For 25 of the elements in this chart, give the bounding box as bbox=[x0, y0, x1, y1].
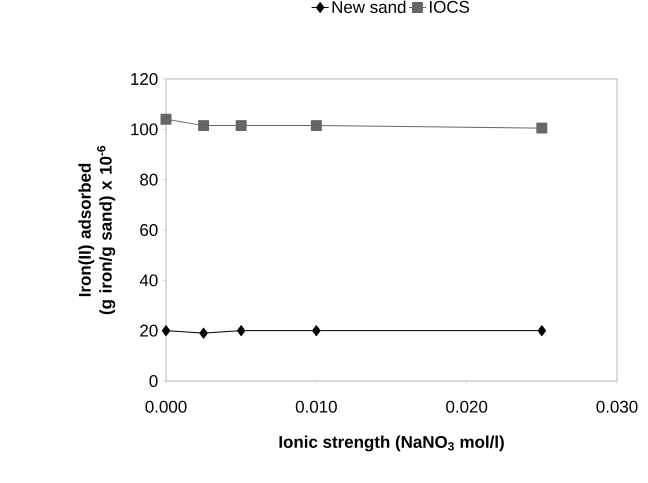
legend-label: IOCS bbox=[430, 0, 470, 13]
y-tick-label: 80 bbox=[140, 174, 158, 186]
point bbox=[199, 328, 208, 339]
y-tick-label: 60 bbox=[140, 224, 158, 236]
y-tick-label: 40 bbox=[140, 274, 158, 286]
legend-label: New sand bbox=[332, 0, 406, 14]
x-tick-label: 0.000 bbox=[145, 400, 187, 413]
y-tick-label: 0 bbox=[149, 375, 158, 387]
x-axis-title: Ionic strength (NaNO$_{3}$ mol/l) bbox=[279, 436, 504, 452]
y-tick-label: 120 bbox=[131, 73, 158, 85]
point bbox=[236, 325, 246, 336]
point bbox=[536, 122, 548, 134]
point bbox=[312, 325, 321, 336]
x-tick-label: 0.010 bbox=[296, 400, 337, 413]
point bbox=[162, 325, 170, 336]
x-tick-label: 0.030 bbox=[596, 400, 638, 413]
x-tick-label: 0.020 bbox=[446, 400, 488, 413]
point bbox=[160, 114, 172, 125]
point bbox=[236, 120, 247, 132]
point bbox=[310, 120, 322, 132]
y-tick-label: 100 bbox=[131, 123, 158, 136]
y-tick-label: 20 bbox=[140, 324, 158, 337]
y-axis-title: Iron(II) adsorbed (g iron/g sand) x 10$^{-6}$ bbox=[78, 146, 116, 314]
point bbox=[198, 120, 210, 132]
point bbox=[538, 325, 546, 336]
